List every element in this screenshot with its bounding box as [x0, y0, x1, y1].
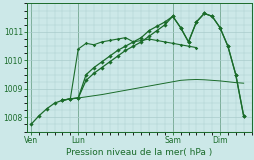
X-axis label: Pression niveau de la mer( hPa ): Pression niveau de la mer( hPa ): [66, 148, 212, 156]
